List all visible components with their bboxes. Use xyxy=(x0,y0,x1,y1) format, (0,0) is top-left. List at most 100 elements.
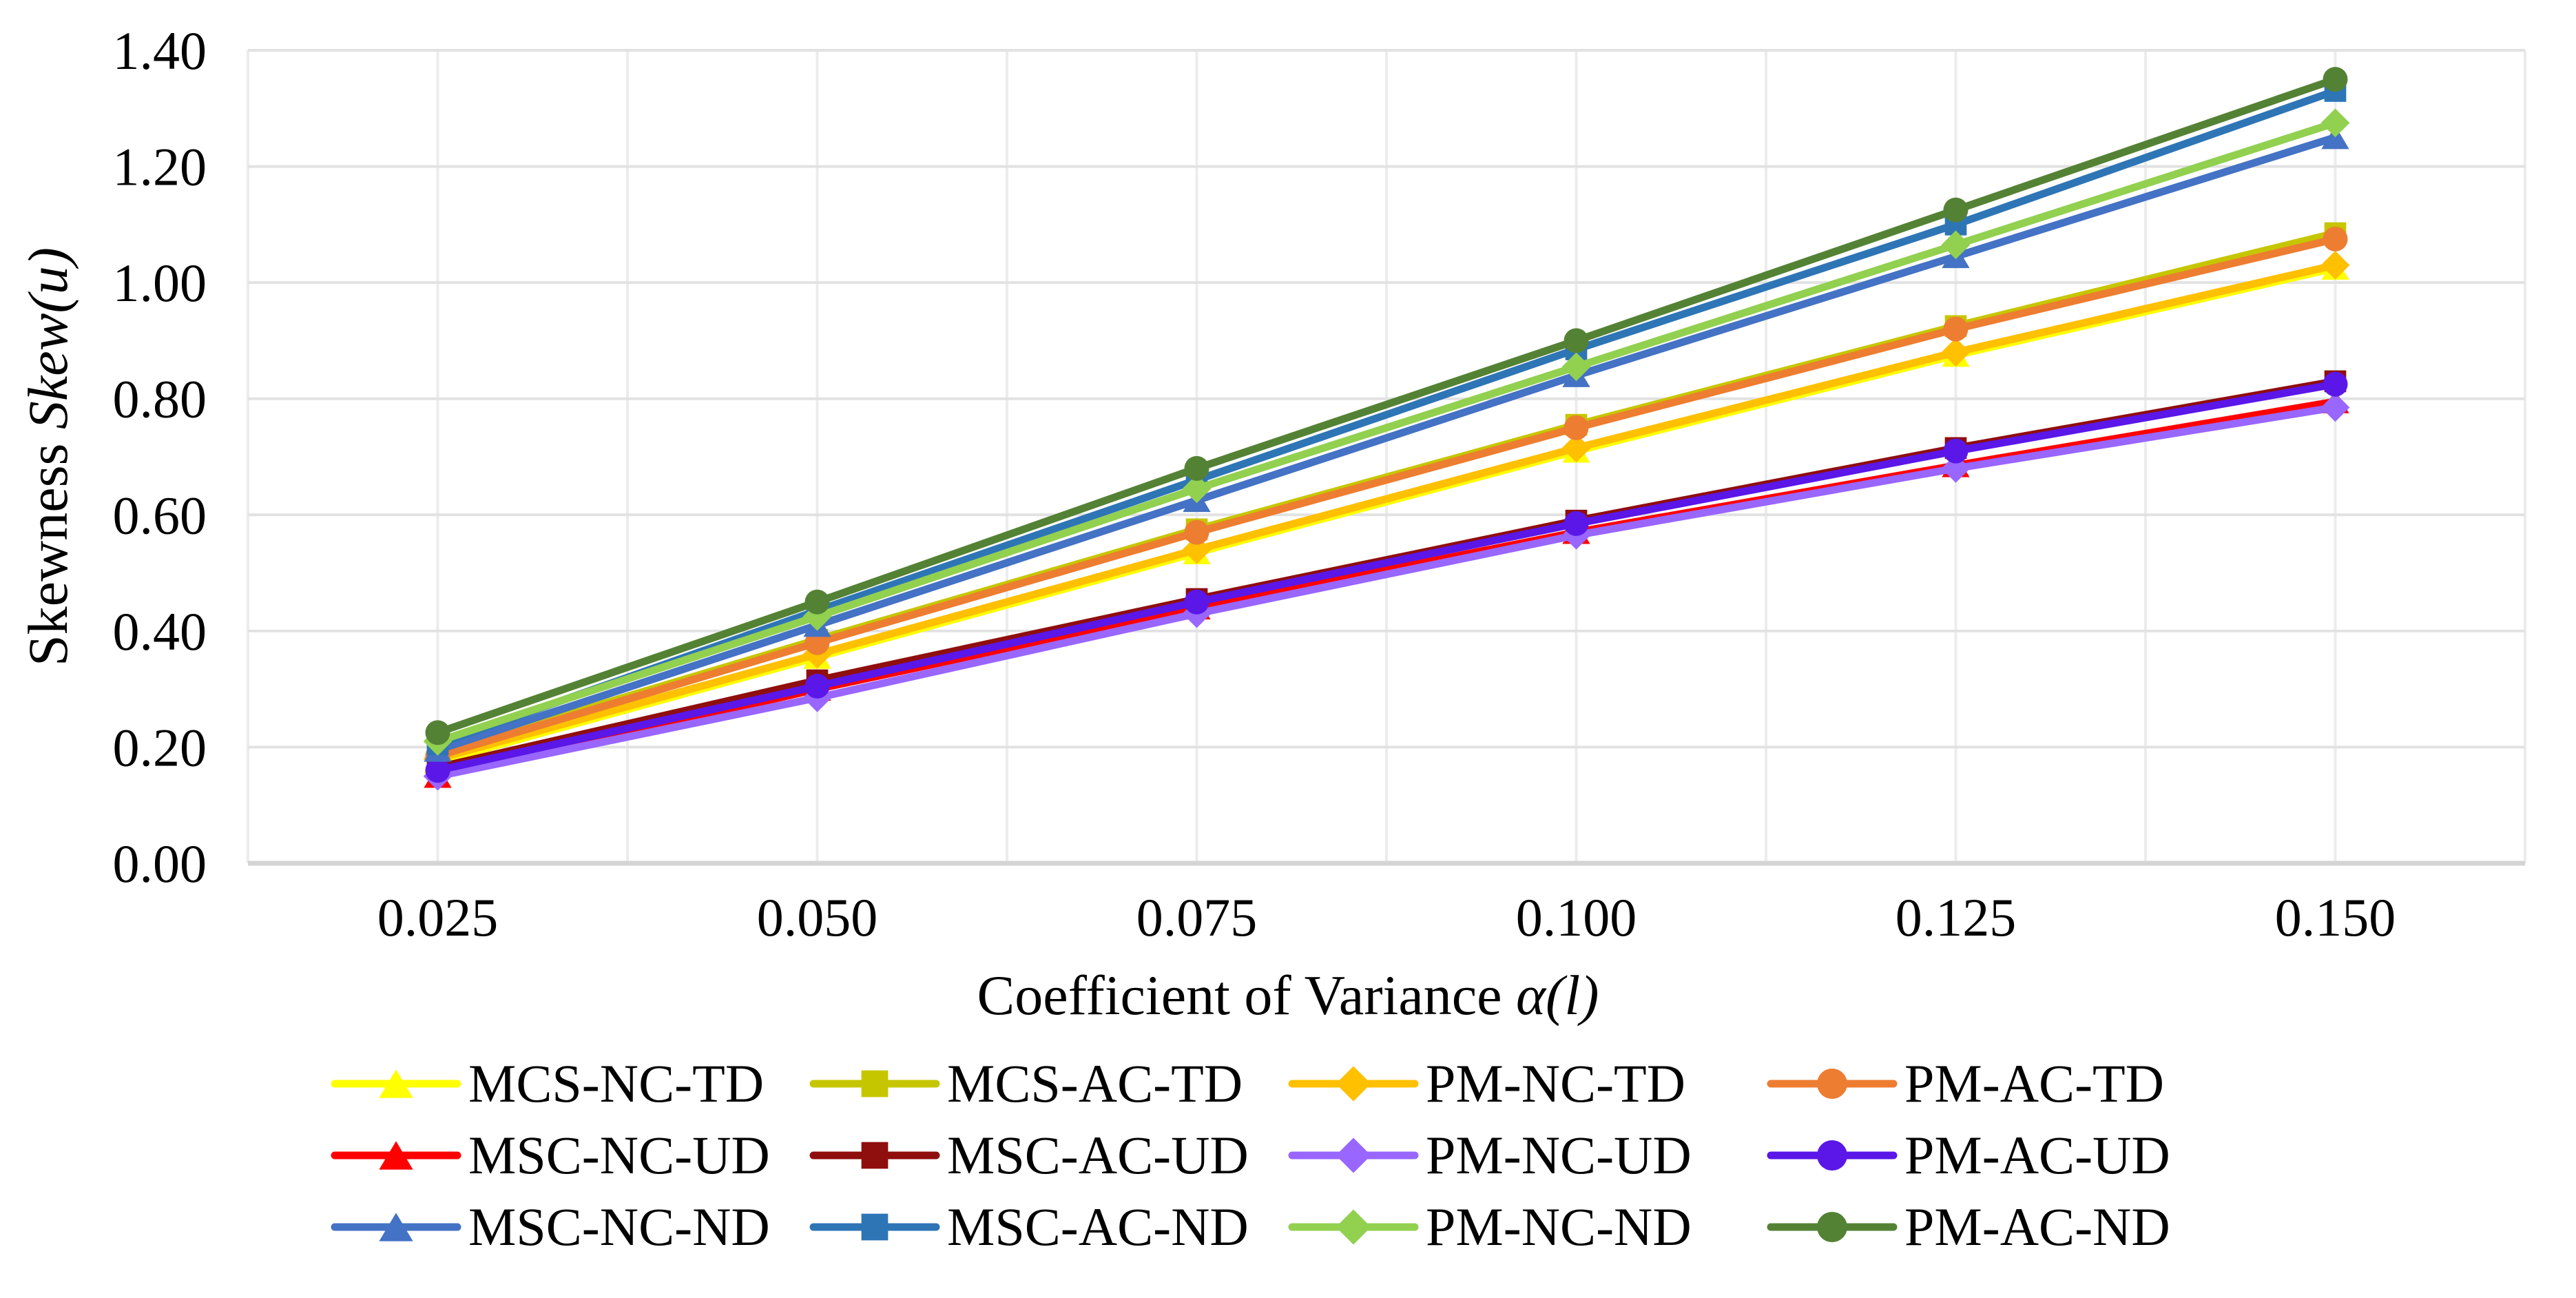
diamond-marker-icon xyxy=(1561,352,1591,382)
series-line xyxy=(434,87,2339,748)
series-line xyxy=(434,403,2339,781)
circle-marker-icon xyxy=(1943,197,1969,223)
legend-item-PM-NC-UD: PM-NC-UD xyxy=(1288,1125,1767,1185)
circle-marker-icon xyxy=(1943,438,1969,464)
series-line xyxy=(434,119,2339,745)
square-marker-icon xyxy=(861,1070,889,1098)
y-tick-label: 0.40 xyxy=(113,601,207,661)
x-tick-label: 0.125 xyxy=(1895,887,2017,947)
legend-swatch xyxy=(1767,1140,1898,1171)
legend-label: MCS-AC-TD xyxy=(947,1053,1243,1113)
diamond-marker-icon xyxy=(1941,338,1971,367)
circle-marker-icon xyxy=(1564,415,1589,440)
legend-item-PM-AC-ND: PM-AC-ND xyxy=(1767,1197,2245,1257)
legend-item-MCS-AC-TD: MCS-AC-TD xyxy=(809,1053,1288,1113)
circle-marker-icon xyxy=(1817,1140,1847,1171)
legend-label: MCS-NC-TD xyxy=(468,1053,765,1113)
series-PM-NC-TD xyxy=(423,250,2350,774)
legend-swatch xyxy=(331,1069,461,1098)
diamond-marker-icon xyxy=(1941,453,1971,483)
diamond-marker-icon xyxy=(1336,1209,1371,1245)
legend-label: PM-NC-UD xyxy=(1426,1125,1692,1185)
legend-swatch xyxy=(809,1213,940,1241)
legend-swatch xyxy=(809,1070,940,1098)
legend-label: MSC-AC-ND xyxy=(947,1197,1249,1257)
circle-marker-icon xyxy=(1564,511,1589,536)
x-axis-title: Coefficient of Variance α(l) xyxy=(0,963,2576,1028)
x-axis-tick-labels: 0.025 0.050 0.075 0.100 0.125 0.150 xyxy=(377,887,2396,947)
diamond-marker-icon xyxy=(1336,1066,1371,1102)
y-axis-tick-labels: 0.00 0.20 0.40 0.60 0.80 1.00 1.20 1.40 xyxy=(113,21,207,894)
y-axis-title: Skewness Skew(u) xyxy=(16,247,81,666)
gridlines xyxy=(247,49,2526,866)
legend-label: PM-AC-UD xyxy=(1904,1125,2170,1185)
circle-marker-icon xyxy=(2323,226,2348,251)
square-marker-icon xyxy=(861,1142,889,1169)
diamond-marker-icon xyxy=(1182,474,1212,504)
x-tick-label: 0.025 xyxy=(377,887,499,947)
x-tick-label: 0.050 xyxy=(757,887,878,947)
legend-item-PM-AC-UD: PM-AC-UD xyxy=(1767,1125,2245,1185)
triangle-marker-icon xyxy=(379,1069,413,1098)
series-PM-AC-UD xyxy=(425,371,2348,783)
y-tick-label: 1.00 xyxy=(113,253,207,313)
legend-label: PM-NC-TD xyxy=(1426,1053,1686,1113)
legend-swatch xyxy=(331,1213,461,1242)
legend-label: MSC-NC-ND xyxy=(468,1197,770,1257)
y-axis-title-regular: Skewness xyxy=(17,429,79,667)
chart-legend: MCS-NC-TD MCS-AC-TD PM-NC-TD PM-AC-TD MSC-NC… xyxy=(0,1053,2576,1257)
square-marker-icon xyxy=(861,1213,889,1241)
legend-swatch xyxy=(1767,1069,1898,1099)
x-axis-title-regular: Coefficient of Variance xyxy=(977,964,1517,1027)
triangle-marker-icon xyxy=(379,1141,413,1170)
y-tick-label: 0.20 xyxy=(113,717,207,777)
legend-item-MCS-NC-TD: MCS-NC-TD xyxy=(331,1053,809,1113)
y-tick-label: 1.20 xyxy=(113,137,207,197)
legend-label: PM-AC-TD xyxy=(1904,1053,2165,1113)
legend-swatch xyxy=(1288,1066,1419,1102)
legend-item-MSC-NC-ND: MSC-NC-ND xyxy=(331,1197,809,1257)
y-tick-label: 0.00 xyxy=(113,834,207,894)
circle-marker-icon xyxy=(1817,1069,1847,1099)
circle-marker-icon xyxy=(1943,316,1969,342)
series-line xyxy=(434,133,2339,754)
triangle-marker-icon xyxy=(379,1213,413,1242)
legend-item-MSC-AC-ND: MSC-AC-ND xyxy=(809,1197,1288,1257)
y-tick-label: 0.60 xyxy=(113,485,207,545)
circle-marker-icon xyxy=(1184,519,1209,545)
triangle-marker-icon xyxy=(2321,125,2349,150)
series-line xyxy=(434,235,2339,760)
diamond-marker-icon xyxy=(1336,1137,1371,1173)
legend-item-PM-AC-TD: PM-AC-TD xyxy=(1767,1053,2245,1113)
diamond-marker-icon xyxy=(1561,433,1591,463)
diamond-marker-icon xyxy=(1182,535,1212,564)
legend-item-PM-NC-TD: PM-NC-TD xyxy=(1288,1053,1767,1113)
y-tick-label: 1.40 xyxy=(113,21,207,81)
series-lines xyxy=(423,67,2350,791)
diamond-marker-icon xyxy=(1941,230,1971,260)
y-tick-label: 0.80 xyxy=(113,369,207,429)
circle-marker-icon xyxy=(2323,67,2348,92)
legend-label: MSC-NC-UD xyxy=(468,1125,770,1185)
series-line xyxy=(434,75,2339,736)
circle-marker-icon xyxy=(1817,1212,1847,1242)
series-line xyxy=(434,261,2339,763)
legend-swatch xyxy=(809,1142,940,1169)
x-tick-label: 0.150 xyxy=(2275,887,2396,947)
circle-marker-icon xyxy=(1184,589,1209,615)
legend-label: PM-NC-ND xyxy=(1426,1197,1692,1257)
legend-label: MSC-AC-UD xyxy=(947,1125,1249,1185)
circle-marker-icon xyxy=(425,758,450,783)
series-PM-AC-ND xyxy=(425,67,2348,745)
circle-marker-icon xyxy=(425,720,450,745)
circle-marker-icon xyxy=(804,673,830,699)
legend-label: PM-AC-ND xyxy=(1904,1197,2170,1257)
x-axis-title-italic: α(l) xyxy=(1516,964,1599,1027)
legend-item-PM-NC-ND: PM-NC-ND xyxy=(1288,1197,1767,1257)
diamond-marker-icon xyxy=(2320,108,2350,138)
series-line xyxy=(434,380,2339,774)
circle-marker-icon xyxy=(1184,455,1209,481)
x-tick-label: 0.075 xyxy=(1136,887,1258,947)
